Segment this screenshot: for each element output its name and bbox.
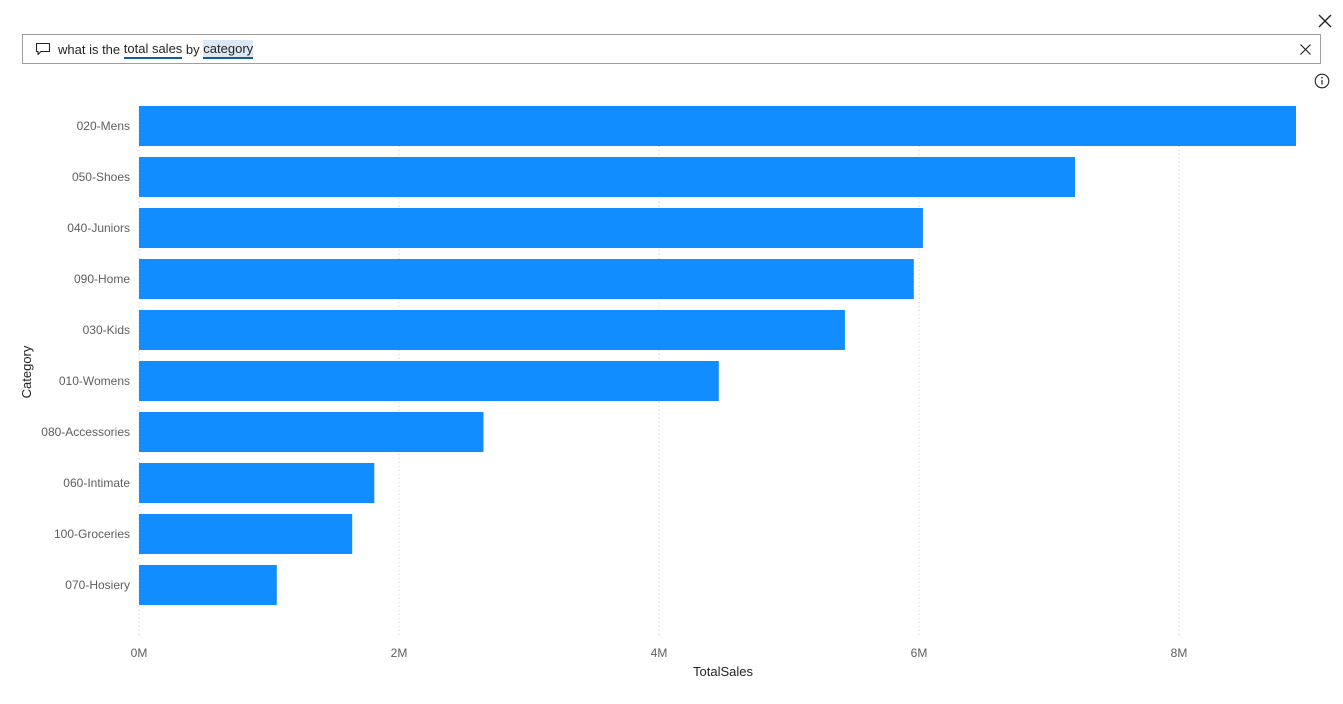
bar-080-Accessories[interactable]: [139, 412, 484, 452]
qa-question-box[interactable]: what is the total sales by category: [22, 34, 1321, 64]
close-icon[interactable]: [1314, 10, 1336, 32]
comment-icon: [34, 40, 52, 58]
category-label: 090-Home: [74, 272, 130, 286]
query-token: what is the: [58, 41, 124, 57]
bar-100-Groceries[interactable]: [139, 514, 353, 554]
qa-question-input[interactable]: what is the total sales by category: [58, 35, 254, 63]
y-axis-title: Category: [19, 345, 34, 398]
bar-090-Home[interactable]: [139, 259, 914, 299]
x-tick-label: 4M: [651, 646, 668, 660]
category-label: 060-Intimate: [63, 476, 130, 490]
query-token-category[interactable]: category: [203, 39, 254, 59]
bar-060-Intimate[interactable]: [139, 463, 375, 503]
category-label: 040-Juniors: [67, 221, 130, 235]
category-label: 070-Hosiery: [65, 578, 130, 592]
category-label: 100-Groceries: [54, 527, 130, 541]
x-tick-label: 2M: [391, 646, 408, 660]
bar-chart: 020-Mens 050-Shoes 040-Juniors 090-Home 030-…: [19, 106, 1296, 679]
clear-icon[interactable]: [1297, 41, 1313, 57]
query-token-total-sales[interactable]: total sales: [123, 40, 183, 59]
bar-030-Kids[interactable]: [139, 310, 845, 350]
x-tick-label: 0M: [131, 646, 148, 660]
category-label: 030-Kids: [83, 323, 130, 337]
x-tick-label: 8M: [1171, 646, 1188, 660]
bar-020-Mens[interactable]: [139, 106, 1296, 146]
query-token: by: [182, 41, 204, 57]
category-axis: 020-Mens 050-Shoes 040-Juniors 090-Home 030-…: [41, 119, 130, 592]
bars: [139, 106, 1296, 605]
category-label: 010-Womens: [59, 374, 130, 388]
x-tick-label: 6M: [911, 646, 928, 660]
category-label: 020-Mens: [77, 119, 130, 133]
category-label: 080-Accessories: [41, 425, 130, 439]
bar-010-Womens[interactable]: [139, 361, 719, 401]
bar-070-Hosiery[interactable]: [139, 565, 277, 605]
category-label: 050-Shoes: [72, 170, 130, 184]
bar-050-Shoes[interactable]: [139, 157, 1075, 197]
value-axis: 0M 2M 4M 6M 8M: [131, 646, 1188, 660]
info-icon[interactable]: [1314, 73, 1330, 89]
x-axis-title: TotalSales: [693, 664, 753, 679]
bar-040-Juniors[interactable]: [139, 208, 923, 248]
